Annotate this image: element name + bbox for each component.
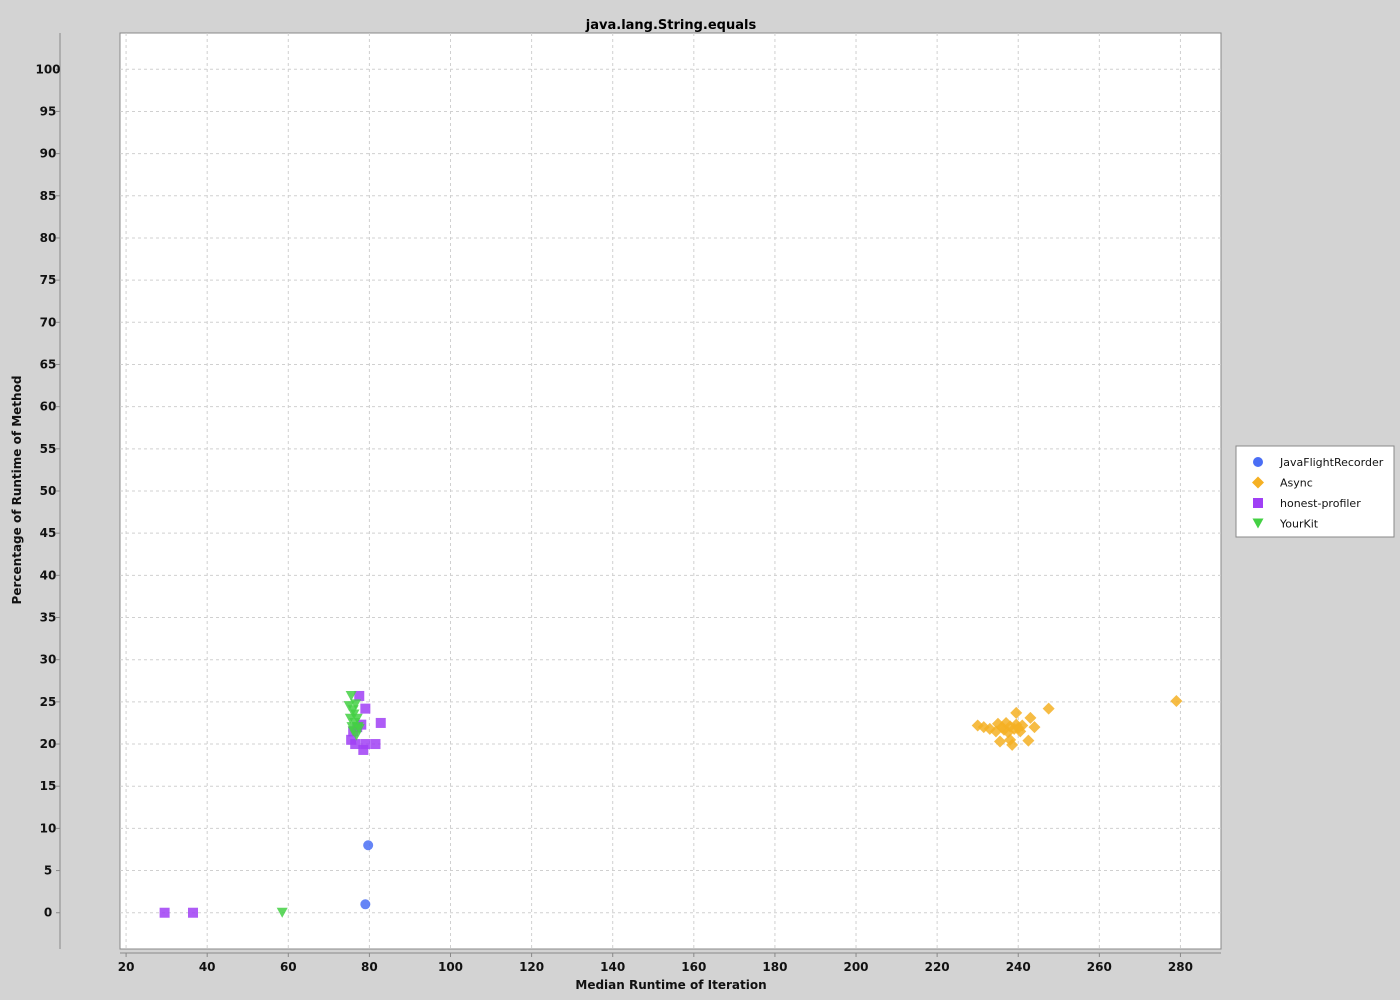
legend-marker xyxy=(1253,498,1263,508)
legend-label: YourKit xyxy=(1279,518,1319,531)
data-point xyxy=(1006,738,1019,751)
y-axis-label: Percentage of Runtime of Method xyxy=(10,376,24,605)
data-point xyxy=(353,723,365,734)
data-point xyxy=(354,690,365,701)
y-tick-label: 100 xyxy=(35,62,60,76)
series-javaflightrecorder xyxy=(360,840,374,910)
x-tick-label: 240 xyxy=(1006,960,1031,974)
x-tick-label: 280 xyxy=(1168,960,1193,974)
y-tick-label: 5 xyxy=(44,864,52,878)
chart-title: java.lang.String.equals xyxy=(585,18,757,33)
y-tick-labels: 0 5 10 15 20 25 30 35 40 45 50 55 60 65 70 75 80 85 90 95 10… xyxy=(35,62,60,919)
data-points xyxy=(159,690,1183,918)
y-tick-label: 60 xyxy=(40,400,57,414)
x-tick-label: 140 xyxy=(600,960,625,974)
x-tick-label: 20 xyxy=(118,960,135,974)
y-tick-label: 45 xyxy=(40,526,57,540)
data-point xyxy=(350,739,361,750)
legend-marker xyxy=(1252,518,1264,529)
data-point xyxy=(276,907,288,918)
plot-area xyxy=(119,32,1222,950)
data-point xyxy=(360,739,371,750)
data-point xyxy=(159,907,170,918)
series-async xyxy=(971,695,1183,751)
x-tick-label: 260 xyxy=(1087,960,1112,974)
y-tick-label: 0 xyxy=(44,906,52,920)
x-tick-label: 180 xyxy=(762,960,787,974)
x-axis-label: Median Runtime of Iteration xyxy=(575,978,766,992)
x-tick-label: 160 xyxy=(681,960,706,974)
data-point xyxy=(351,713,363,724)
legend-marker xyxy=(1252,476,1264,489)
x-tick-label: 80 xyxy=(361,960,378,974)
y-tick-label: 10 xyxy=(40,821,57,835)
series-yourkit xyxy=(276,690,365,918)
data-point xyxy=(1042,702,1055,715)
x-tick-labels: 20 40 60 80 100 120 140 160 180 200 220 240 260 280 xyxy=(118,953,1193,974)
y-tick-label: 95 xyxy=(40,104,57,118)
legend-label: honest-profiler xyxy=(1280,497,1361,510)
y-tick-label: 55 xyxy=(40,442,57,456)
y-tick-label: 75 xyxy=(40,273,57,287)
x-tick-label: 220 xyxy=(925,960,950,974)
x-tick-label: 40 xyxy=(199,960,216,974)
data-point xyxy=(1024,711,1037,724)
y-tick-label: 80 xyxy=(40,231,57,245)
y-tick-label: 85 xyxy=(40,189,57,203)
data-point xyxy=(350,699,362,710)
y-tick-label: 20 xyxy=(40,737,57,751)
legend: JavaFlightRecorder Async honest-profiler Yo… xyxy=(1235,445,1395,538)
legend-label: JavaFlightRecorder xyxy=(1279,456,1384,469)
x-tick-label: 100 xyxy=(438,960,463,974)
y-tick-label: 90 xyxy=(40,147,57,161)
y-tick-label: 35 xyxy=(40,611,57,625)
y-tick-label: 70 xyxy=(40,315,57,329)
data-point xyxy=(360,703,371,714)
legend-marker xyxy=(1253,457,1263,467)
data-point xyxy=(358,744,369,755)
data-point xyxy=(345,690,357,701)
data-point xyxy=(993,735,1006,748)
x-tick-label: 60 xyxy=(280,960,297,974)
y-tick-label: 40 xyxy=(40,568,57,582)
data-point xyxy=(1010,706,1023,719)
y-tick-label: 50 xyxy=(40,484,57,498)
data-point xyxy=(360,899,371,910)
data-point xyxy=(375,717,386,728)
data-point xyxy=(363,840,374,851)
data-point xyxy=(1170,695,1183,708)
y-tick-label: 15 xyxy=(40,779,57,793)
data-point xyxy=(187,907,198,918)
x-tick-label: 120 xyxy=(519,960,544,974)
y-tick-label: 25 xyxy=(40,695,57,709)
data-point xyxy=(1016,719,1029,732)
grid-lines xyxy=(120,33,1221,949)
data-point xyxy=(370,739,381,750)
data-point xyxy=(1022,734,1035,747)
y-tick-label: 30 xyxy=(40,653,57,667)
y-tick-label: 65 xyxy=(40,357,57,371)
legend-label: Async xyxy=(1280,477,1313,490)
x-tick-label: 200 xyxy=(843,960,868,974)
data-point xyxy=(1028,721,1041,734)
